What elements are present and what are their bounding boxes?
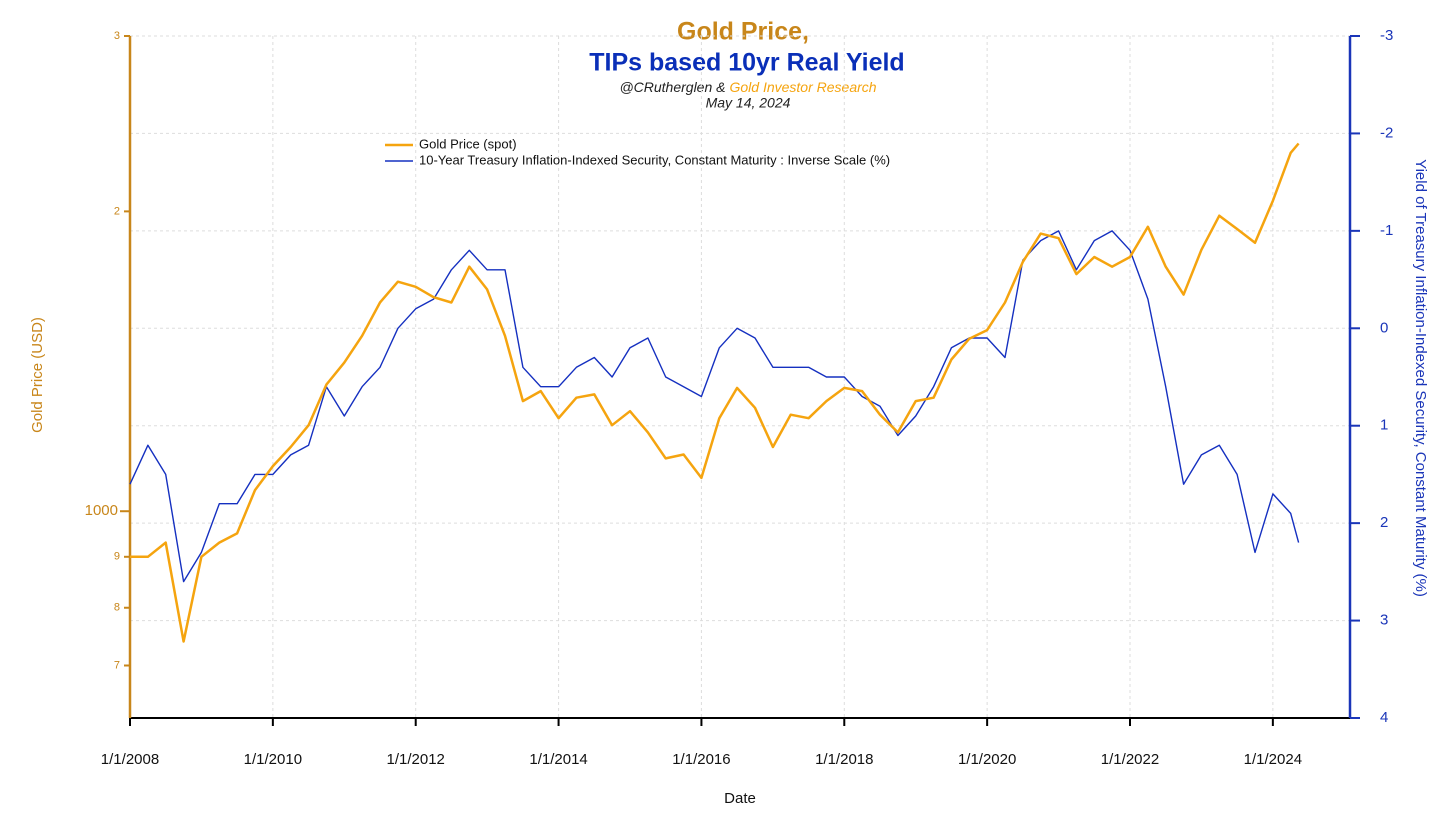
y-axis-label: Gold Price (USD) bbox=[29, 317, 46, 433]
x-tick-label: 1/1/2008 bbox=[101, 751, 159, 768]
y2-tick-label: 0 bbox=[1380, 319, 1388, 336]
y2-axis-label: Yield of Treasury Inflation-Indexed Secu… bbox=[1412, 159, 1429, 597]
y-tick-label: 7 bbox=[114, 659, 120, 671]
x-tick-label: 1/1/2014 bbox=[529, 751, 587, 768]
chart-title: Gold Price, bbox=[677, 18, 809, 46]
x-tick-label: 1/1/2018 bbox=[815, 751, 873, 768]
series-line bbox=[129, 230, 1300, 583]
y2-tick-label: -2 bbox=[1380, 124, 1393, 141]
y-tick-label: 3 bbox=[114, 30, 120, 42]
y-tick-label: 9 bbox=[114, 551, 120, 563]
x-axis-label: Date bbox=[724, 790, 756, 807]
y2-tick-label: 2 bbox=[1380, 514, 1388, 531]
legend-label: Gold Price (spot) bbox=[419, 136, 517, 151]
y-tick-label: 8 bbox=[114, 602, 120, 614]
y2-tick-label: 3 bbox=[1380, 612, 1388, 629]
y2-tick-label: -3 bbox=[1380, 27, 1393, 44]
x-tick-label: 1/1/2024 bbox=[1244, 751, 1302, 768]
series-line bbox=[130, 142, 1300, 643]
subtitle-part: Gold Investor Research bbox=[729, 79, 876, 95]
y-tick-label: 1000 bbox=[85, 502, 118, 519]
annotation: May 14, 2024 bbox=[706, 95, 791, 111]
x-tick-label: 1/1/2022 bbox=[1101, 751, 1159, 768]
y-tick-label: 2 bbox=[114, 205, 120, 217]
y2-tick-label: 4 bbox=[1380, 709, 1388, 726]
legend-label: 10-Year Treasury Inflation-Indexed Secur… bbox=[419, 152, 890, 167]
chart-title: TIPs based 10yr Real Yield bbox=[589, 49, 904, 77]
y2-tick-label: -1 bbox=[1380, 222, 1393, 239]
x-tick-label: 1/1/2016 bbox=[672, 751, 730, 768]
subtitle-part: @CRutherglen & bbox=[619, 79, 725, 95]
x-tick-label: 1/1/2012 bbox=[387, 751, 445, 768]
x-tick-label: 1/1/2020 bbox=[958, 751, 1016, 768]
x-tick-label: 1/1/2010 bbox=[244, 751, 302, 768]
chart-subtitle: @CRutherglen & Gold Investor Research bbox=[619, 79, 876, 95]
y2-tick-label: 1 bbox=[1380, 417, 1388, 434]
